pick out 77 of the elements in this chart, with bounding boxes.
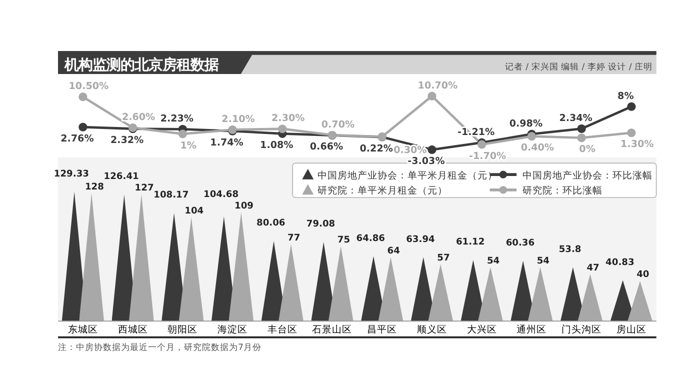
data-label: 0.30% [394,144,428,156]
data-label: 2.76% [60,133,94,144]
data-label: 2.34% [559,113,593,124]
point [527,132,536,141]
x-tick-label: 门头沟区 [562,324,602,336]
data-label: 2.10% [222,114,256,125]
data-label: 54 [487,256,500,266]
x-tick-label: 丰台区 [267,324,298,336]
data-label: 40.83 [606,258,634,268]
data-label: 40 [636,270,650,280]
data-label: 57 [437,253,450,264]
data-label: 109 [234,201,254,212]
data-label: 75 [337,235,350,246]
x-tick-label: 昌平区 [367,324,398,336]
point [428,92,436,100]
x-tick-label: 东城区 [68,324,98,336]
chart-title: 机构监测的北京房租数据 [64,56,219,74]
x-tick-label: 房山区 [616,324,646,336]
data-label: 104.68 [204,190,239,200]
data-label: 2.23% [160,113,194,124]
data-label: 63.94 [406,234,435,245]
x-tick-label: 顺义区 [416,324,447,336]
data-label: 2.60% [122,112,156,124]
data-label: 2.32% [110,135,144,146]
x-tick-label: 大兴区 [466,324,497,336]
x-tick-label: 通州区 [516,324,547,336]
data-label: 126.41 [104,172,139,182]
data-label: -1.21% [458,126,496,138]
data-label: 108.17 [154,190,189,201]
x-tick-label: 海淀区 [218,324,248,336]
data-label: 1.08% [260,140,294,151]
data-label: 8% [618,90,634,102]
data-label: 61.12 [456,238,485,248]
point [78,122,88,132]
data-label: 77 [288,233,300,244]
data-label: 0.22% [360,143,394,154]
point [278,124,287,134]
legend-label: 中国房地产业协会：环比涨幅 [522,169,652,182]
data-label: 1% [180,140,197,152]
point [78,92,88,102]
data-label: 80.06 [256,218,286,229]
data-label: 79.08 [306,220,336,230]
point [627,128,636,138]
data-label: 47 [586,263,600,274]
data-label: 0.70% [321,119,355,130]
data-label: 0.98% [509,118,543,130]
data-label: 54 [536,256,550,266]
data-label: 0.40% [520,142,554,154]
data-label: 10.50% [68,81,110,92]
data-label: 60.36 [506,238,535,248]
data-label: 64 [387,246,400,256]
data-label: 10.70% [418,80,458,92]
legend-label: 研究院：单平米月租金（元） [317,184,448,197]
data-label: 127 [134,183,154,194]
data-label: 1.74% [210,137,244,148]
point [428,145,436,154]
x-tick-label: 石景山区 [312,324,352,336]
data-label: 2.30% [272,113,306,124]
data-label: 0.66% [310,142,344,153]
data-label: -3.03% [408,156,446,168]
data-label: 128 [84,182,104,192]
x-tick-label: 西城区 [118,324,148,336]
data-label: 64.86 [356,234,385,244]
text: 注：中房协数据为最近一个月，研究院数据为7月份 [58,342,262,353]
data-label: 129.33 [54,169,89,180]
data-label: 53.8 [558,244,582,255]
x-tick-label: 朝阳区 [168,324,198,336]
data-label: 104 [184,206,204,216]
data-label: -1.70% [469,150,507,162]
data-label: 0% [579,144,596,156]
legend-label: 研究院：环比涨幅 [522,184,602,197]
data-label: 1.30% [620,139,654,150]
point [627,102,636,111]
point [577,124,586,134]
point [178,130,187,138]
text: 记者 / 宋兴国 编辑 / 李婷 设计 / 庄明 [504,61,653,72]
point [577,134,586,142]
